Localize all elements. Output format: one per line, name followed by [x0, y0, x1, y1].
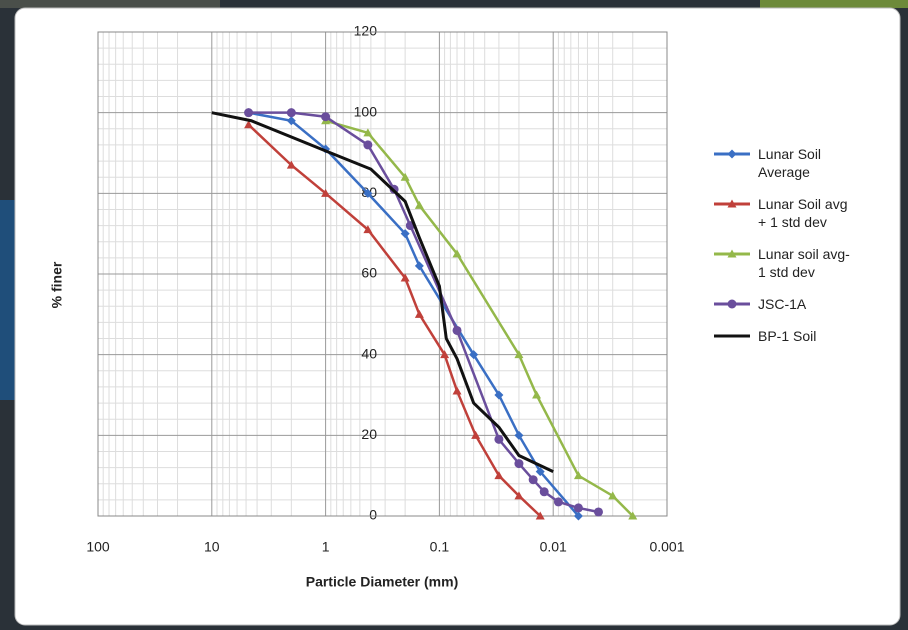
legend-swatch [714, 299, 750, 309]
marker [363, 140, 373, 150]
marker [321, 112, 331, 122]
legend-swatch [714, 199, 750, 208]
marker [514, 430, 524, 440]
y-tick-label: 0 [369, 507, 377, 523]
backdrop [0, 0, 220, 8]
legend-label: Lunar Soil Average [758, 146, 822, 180]
marker [494, 471, 504, 480]
marker [593, 507, 603, 517]
marker [286, 116, 296, 126]
legend-item: Lunar Soil avg + 1 std dev [712, 195, 862, 231]
y-tick-label: 100 [354, 103, 378, 119]
series-line [211, 111, 554, 473]
legend: Lunar Soil Average Lunar Soil avg + 1 std… [712, 145, 862, 359]
marker [452, 325, 462, 335]
legend-marker [727, 249, 737, 258]
marker [532, 390, 542, 399]
legend-swatch [714, 149, 750, 159]
x-tick-label: 0.1 [430, 539, 450, 555]
y-tick-label: 20 [361, 426, 377, 442]
legend-item: BP-1 Soil [712, 327, 862, 345]
marker [628, 511, 638, 520]
legend-marker [727, 199, 737, 208]
marker [514, 459, 524, 469]
marker [539, 487, 549, 497]
legend-item: JSC-1A [712, 295, 862, 313]
legend-swatch [714, 334, 750, 338]
x-tick-label: 100 [86, 539, 110, 555]
marker [244, 120, 254, 129]
marker [514, 350, 524, 359]
marker [608, 491, 618, 500]
legend-marker [727, 149, 737, 159]
marker [494, 390, 504, 400]
legend-item: Lunar soil avg- 1 std dev [712, 245, 862, 281]
legend-label: JSC-1A [758, 296, 807, 312]
y-tick-label: 60 [361, 265, 377, 281]
marker [414, 261, 424, 271]
marker [553, 497, 563, 507]
y-tick-label: 40 [361, 345, 377, 361]
marker [363, 225, 373, 234]
x-axis-label: Particle Diameter (mm) [306, 574, 459, 590]
marker [363, 128, 373, 137]
marker [514, 491, 524, 500]
marker [414, 200, 424, 209]
x-tick-label: 0.01 [540, 539, 567, 555]
x-tick-label: 1 [322, 539, 330, 555]
marker [528, 475, 538, 485]
marker [535, 467, 545, 477]
marker [440, 350, 450, 359]
marker [471, 430, 481, 439]
marker [414, 309, 424, 318]
legend-label: BP-1 Soil [758, 328, 817, 344]
y-tick-label: 120 [354, 23, 378, 39]
marker [400, 172, 410, 181]
marker [244, 108, 254, 118]
marker [452, 386, 462, 395]
legend-marker [727, 299, 737, 309]
plot-frame [97, 31, 668, 517]
marker [321, 188, 331, 197]
marker [573, 511, 583, 521]
x-tick-label: 0.001 [649, 539, 684, 555]
x-tick-label: 10 [204, 539, 220, 555]
marker [363, 188, 373, 198]
marker [494, 434, 504, 444]
marker [573, 503, 583, 513]
marker [469, 350, 479, 360]
marker [573, 471, 583, 480]
marker [535, 511, 545, 520]
marker [400, 273, 410, 282]
series-line [325, 119, 634, 517]
legend-label: Lunar soil avg- 1 std dev [758, 246, 850, 280]
marker [286, 160, 296, 169]
legend-swatch [714, 249, 750, 258]
legend-item: Lunar Soil Average [712, 145, 862, 181]
backdrop [760, 0, 908, 8]
marker [400, 229, 410, 239]
backdrop [0, 200, 15, 400]
y-axis-label: % finer [49, 261, 65, 308]
legend-label: Lunar Soil avg + 1 std dev [758, 196, 848, 230]
marker [286, 108, 296, 118]
marker [452, 249, 462, 258]
